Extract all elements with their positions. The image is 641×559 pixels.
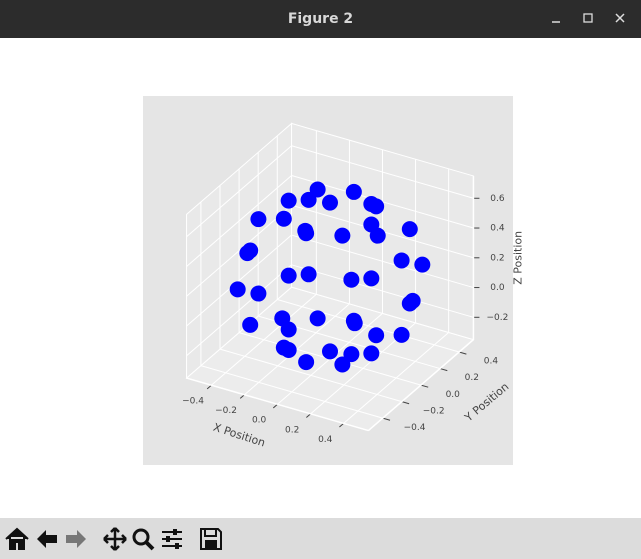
point	[280, 267, 297, 284]
point	[401, 221, 418, 238]
point	[322, 194, 338, 211]
point	[298, 225, 315, 242]
tick-mark	[458, 351, 467, 355]
point	[401, 295, 418, 312]
tick-label: 0.2	[490, 253, 504, 263]
tick-label: 0.4	[318, 435, 333, 445]
minimize-button[interactable]	[546, 8, 566, 28]
tick-label: 0.4	[490, 224, 505, 234]
grid-line	[291, 234, 474, 289]
point	[393, 326, 410, 343]
tick-mark	[401, 401, 410, 405]
point	[363, 270, 380, 287]
point	[280, 321, 297, 338]
point	[275, 210, 292, 227]
maximize-button[interactable]	[578, 8, 598, 28]
tick-label: −0.4	[182, 397, 204, 407]
grid-line	[186, 145, 292, 238]
point	[343, 346, 360, 363]
point	[393, 252, 410, 269]
home-button[interactable]	[4, 526, 30, 552]
forward-button[interactable]	[63, 526, 89, 552]
point	[250, 285, 267, 302]
tick-label: 0.0	[446, 390, 461, 400]
tick-mark	[272, 403, 278, 409]
grid-line	[186, 264, 292, 357]
axis-line	[186, 377, 369, 432]
tick-label: −0.2	[487, 313, 509, 323]
grid-line	[219, 348, 402, 403]
point	[250, 211, 267, 228]
axes: −0.4−0.20.00.20.4−0.4−0.20.00.20.4−0.20.…	[182, 122, 524, 450]
point	[242, 316, 259, 333]
tick-label: 0.2	[285, 425, 299, 435]
grid-line	[200, 365, 383, 419]
tick-mark	[382, 417, 391, 421]
point	[343, 271, 360, 288]
tick-mark	[239, 394, 245, 399]
axis-line	[367, 339, 474, 432]
pan-button[interactable]	[102, 526, 128, 552]
point	[363, 345, 380, 362]
tick-mark	[439, 368, 448, 372]
tick-label: 0.0	[490, 283, 505, 293]
toolbar	[0, 518, 641, 559]
configure-button[interactable]	[159, 526, 185, 552]
tick-label: −0.4	[404, 423, 426, 433]
point	[280, 192, 297, 209]
tick-label: −0.2	[423, 406, 445, 416]
point	[309, 181, 326, 198]
tick-label: 0.6	[490, 194, 505, 204]
tick-label: 0.4	[484, 357, 499, 367]
point	[345, 183, 362, 200]
point	[309, 310, 326, 327]
save-button[interactable]	[198, 526, 224, 552]
tick-mark	[306, 413, 311, 418]
tick-mark	[339, 423, 344, 428]
close-button[interactable]	[610, 8, 630, 28]
figure: −0.4−0.20.00.20.4−0.4−0.20.00.20.4−0.20.…	[143, 96, 524, 465]
grid-line	[277, 299, 460, 353]
zoom-button[interactable]	[130, 526, 156, 552]
point	[300, 266, 317, 283]
point	[229, 281, 246, 298]
grid-line	[186, 204, 292, 297]
z-axis-label: Z Position	[511, 231, 524, 285]
tick-label: −0.2	[215, 406, 237, 416]
point	[368, 198, 385, 215]
point	[368, 327, 385, 344]
tick-mark	[420, 384, 429, 388]
title-bar: Figure 2	[0, 0, 641, 38]
grid-line	[291, 145, 474, 199]
grid-line	[186, 234, 292, 327]
point	[322, 343, 338, 360]
point	[242, 242, 259, 259]
back-button[interactable]	[34, 526, 60, 552]
point	[298, 354, 315, 371]
point	[363, 216, 380, 233]
point	[300, 191, 317, 208]
grid-line	[291, 264, 474, 318]
grid-line	[186, 175, 292, 267]
tick-label: 0.0	[252, 416, 267, 426]
window-title: Figure 2	[287, 11, 354, 27]
point	[334, 227, 351, 244]
tick-mark	[206, 384, 212, 390]
point	[334, 356, 351, 373]
tick-label: 0.2	[465, 373, 479, 383]
point	[275, 339, 292, 356]
point	[414, 256, 431, 273]
point	[345, 312, 362, 329]
